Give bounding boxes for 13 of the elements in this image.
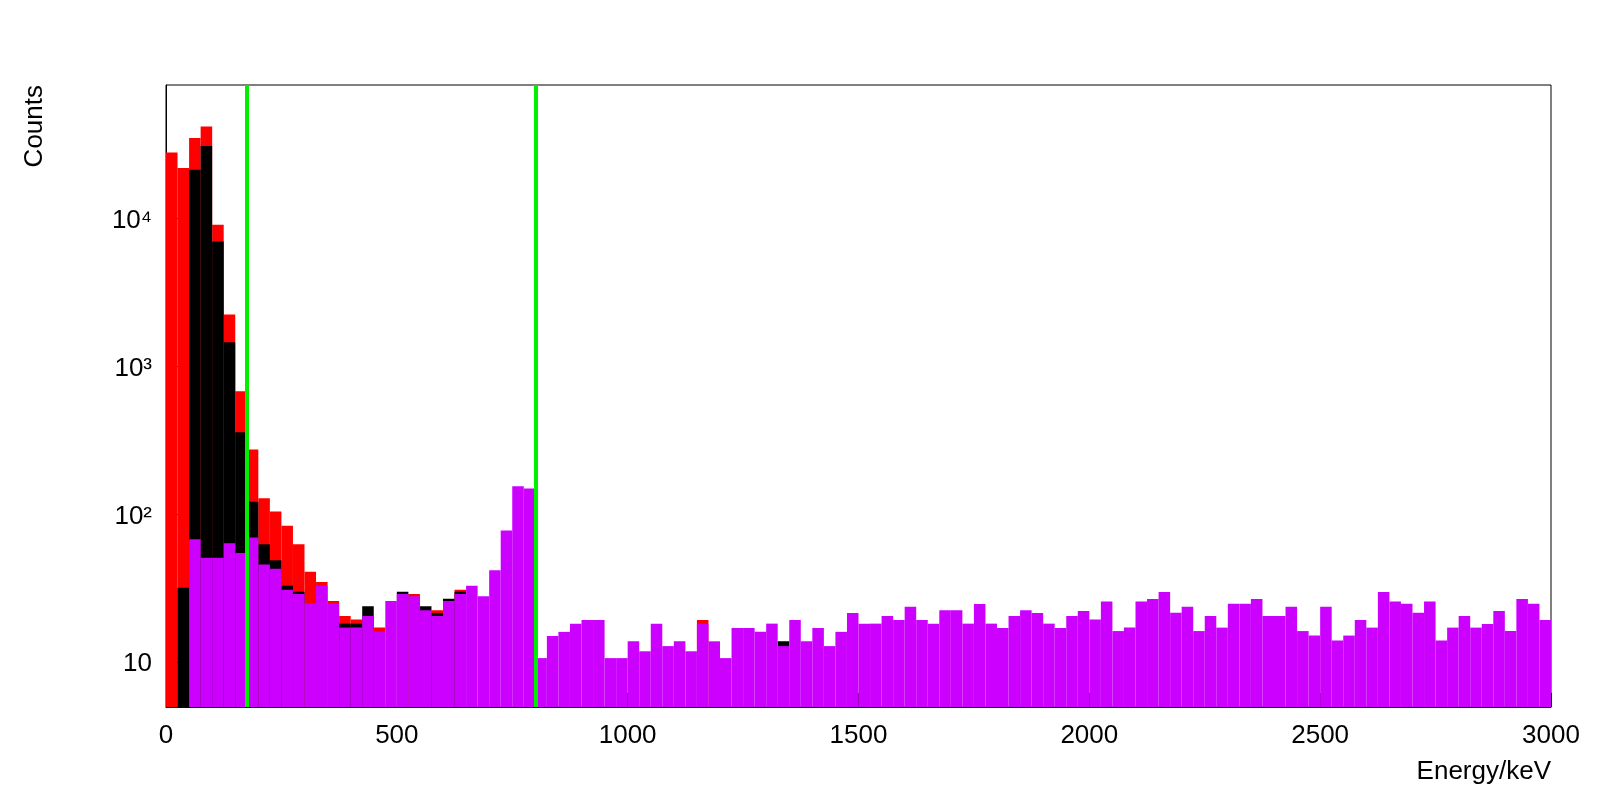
- y-axis-title: Counts: [18, 85, 48, 168]
- y-tick-label: 10⁴: [111, 203, 152, 234]
- x-tick-label: 500: [375, 719, 419, 749]
- x-tick-label: 2500: [1291, 719, 1350, 749]
- y-tick-label: 10²: [114, 499, 153, 530]
- x-tick-label: 0: [158, 719, 174, 749]
- y-tick-label: 10: [123, 647, 152, 678]
- x-tick-label: 1000: [598, 719, 657, 749]
- x-tick-label: 3000: [1522, 719, 1580, 749]
- x-tick-label: 2000: [1060, 719, 1119, 749]
- y-tick-label: 10³: [114, 351, 153, 382]
- x-axis-title: Energy/keV: [1416, 755, 1552, 785]
- x-tick-label: 1500: [829, 719, 888, 749]
